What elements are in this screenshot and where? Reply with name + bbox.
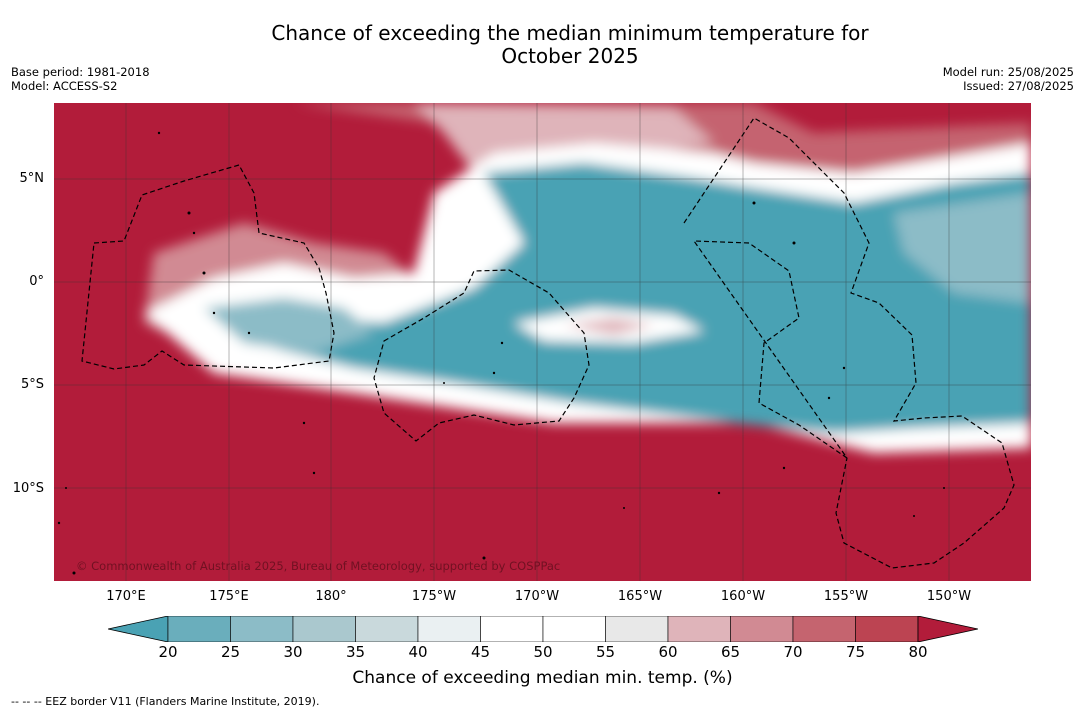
colorbar-segment [417,616,481,642]
colorbar-segment [542,616,606,642]
lon-label-175e: 175°E [209,589,249,604]
colorbar-arrow-high [917,616,978,642]
colorbar-segment [605,616,669,642]
lon-label-165w: 165°W [617,589,663,604]
graticule [54,103,1031,581]
colorbar-tick-label: 60 [658,643,678,661]
lat-label-5s: 5°S [20,377,44,392]
colorbar-arrow-low [108,616,169,642]
meta-left: Base period: 1981-2018 Model: ACCESS-S2 [11,65,150,93]
cool-light-west [204,298,374,353]
colorbar-segment [667,616,731,642]
colorbar-tick-label: 80 [908,643,928,661]
lon-label-150w: 150°W [926,589,972,604]
lat-label-0: 0° [29,274,44,289]
model-run: Model run: 25/08/2025 [942,65,1074,79]
title-line-2: October 2025 [501,44,639,68]
lon-label-170w: 170°W [514,589,560,604]
lon-label-180: 180° [315,589,347,604]
colorbar-segment [855,616,919,642]
colorbar-label: Chance of exceeding median min. temp. (%… [352,668,733,688]
colorbar-tick-label: 20 [158,643,178,661]
colorbar-tick-label: 45 [470,643,491,661]
colorbar-segment [730,616,794,642]
island-specks [57,131,945,575]
copyright-notice: © Commonwealth of Australia 2025, Bureau… [76,559,560,573]
colorbar-tick-label: 55 [595,643,616,661]
eez-legend-note: -- -- -- EEZ border V11 (Flanders Marine… [11,695,320,708]
lon-label-155w: 155°W [823,589,869,604]
central-pink-streak [564,318,654,335]
colorbar-tick-label: 35 [345,643,366,661]
colorbar-segment [792,616,856,642]
issued-date: Issued: 27/08/2025 [963,79,1074,93]
colorbar-tick-label: 25 [220,643,241,661]
east-light-zone [894,193,1031,303]
meta-right: Model run: 25/08/2025 Issued: 27/08/2025 [943,65,1074,93]
colorbar-segment [167,616,231,642]
lat-label-5n: 5°N [19,171,45,186]
colorbar-segment [230,616,294,642]
title-line-1: Chance of exceeding the median minimum t… [271,21,869,45]
colorbar-tick-label: 65 [720,643,741,661]
lon-label-170e: 170°E [106,589,146,604]
colorbar-tick-label: 30 [283,643,303,661]
colorbar-segment [355,616,419,642]
colorbar-tick-label: 40 [408,643,428,661]
lat-label-10s: 10°S [12,481,44,496]
model-name: Model: ACCESS-S2 [11,79,118,93]
cool-core [274,163,1031,433]
colorbar [108,616,978,642]
base-period: Base period: 1981-2018 [11,65,150,79]
eez-borders [81,117,1015,569]
colorbar-segment [480,616,544,642]
north-light-pink [414,103,714,173]
probability-map: © Commonwealth of Australia 2025, Bureau… [54,103,1031,581]
colorbar-tick-label: 70 [783,643,803,661]
lon-label-160w: 160°W [720,589,766,604]
lon-label-175w: 175°W [411,589,457,604]
colorbar-tick-label: 75 [845,643,866,661]
colorbar-tick-label: 50 [533,643,553,661]
colorbar-segment [292,616,356,642]
map-title: Chance of exceeding the median minimum t… [170,22,970,68]
